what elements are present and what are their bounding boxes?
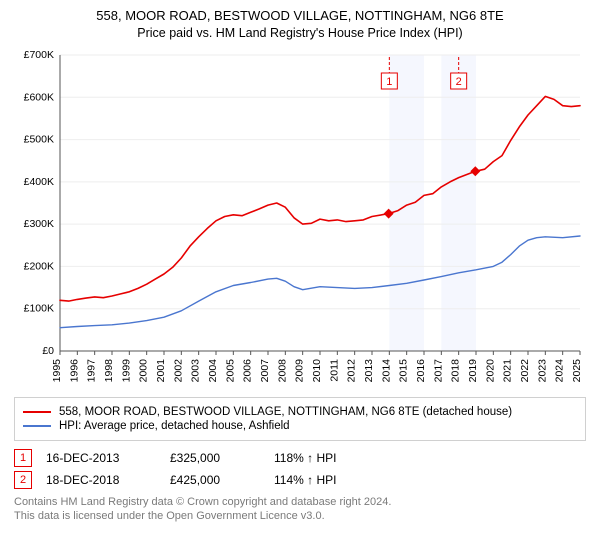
chart-title: 558, MOOR ROAD, BESTWOOD VILLAGE, NOTTIN… bbox=[12, 8, 588, 25]
chart-area: £0 £100K £200K £300K £400K £500K £600K £700K 199… bbox=[12, 49, 588, 389]
x-tick-label: 2018 bbox=[450, 359, 462, 383]
title-block: 558, MOOR ROAD, BESTWOOD VILLAGE, NOTTIN… bbox=[12, 8, 588, 41]
marker-label-text: 2 bbox=[456, 76, 462, 88]
transaction-id-box: 2 bbox=[14, 471, 32, 489]
x-tick-label: 2002 bbox=[172, 359, 184, 383]
x-tick-label: 2004 bbox=[207, 359, 219, 383]
x-tick-label: 2022 bbox=[519, 359, 531, 383]
x-tick-label: 2009 bbox=[294, 359, 306, 383]
transaction-hpi: 114% ↑ HPI bbox=[274, 473, 336, 487]
x-tick-label: 1996 bbox=[68, 359, 80, 383]
legend-label: 558, MOOR ROAD, BESTWOOD VILLAGE, NOTTIN… bbox=[59, 406, 512, 418]
transaction-row: 1 16-DEC-2013 £325,000 118% ↑ HPI bbox=[14, 449, 586, 467]
legend-label: HPI: Average price, detached house, Ashf… bbox=[59, 420, 290, 432]
x-tick-label: 2017 bbox=[432, 359, 444, 383]
footer-attribution: Contains HM Land Registry data © Crown c… bbox=[14, 495, 586, 524]
x-tick-label: 2014 bbox=[380, 359, 392, 383]
chart-subtitle: Price paid vs. HM Land Registry's House … bbox=[12, 25, 588, 41]
legend-box: 558, MOOR ROAD, BESTWOOD VILLAGE, NOTTIN… bbox=[14, 397, 586, 441]
legend-swatch bbox=[23, 425, 51, 427]
footer-line-2: This data is licensed under the Open Gov… bbox=[14, 509, 586, 523]
x-tick-label: 2011 bbox=[328, 359, 340, 382]
chart-container: 558, MOOR ROAD, BESTWOOD VILLAGE, NOTTIN… bbox=[0, 0, 600, 530]
transaction-row: 2 18-DEC-2018 £425,000 114% ↑ HPI bbox=[14, 471, 586, 489]
x-tick-label: 1995 bbox=[51, 359, 63, 383]
y-tick-label: £700K bbox=[24, 49, 54, 61]
y-tick-label: £600K bbox=[24, 91, 54, 103]
x-tick-label: 2007 bbox=[259, 359, 271, 383]
line-chart-svg: £0 £100K £200K £300K £400K £500K £600K £700K 199… bbox=[12, 49, 588, 389]
y-tick-label: £100K bbox=[24, 303, 54, 315]
x-tick-label: 2001 bbox=[155, 359, 167, 383]
x-tick-label: 2010 bbox=[311, 359, 323, 383]
y-tick-label: £300K bbox=[24, 218, 54, 230]
x-tick-label: 1997 bbox=[86, 359, 98, 383]
transaction-price: £325,000 bbox=[170, 451, 260, 465]
y-tick-label: £400K bbox=[24, 176, 54, 188]
legend-row: 558, MOOR ROAD, BESTWOOD VILLAGE, NOTTIN… bbox=[23, 406, 577, 418]
x-tick-label: 2012 bbox=[346, 359, 358, 383]
x-tick-label: 2000 bbox=[138, 359, 150, 383]
marker-label-text: 1 bbox=[386, 76, 392, 88]
transaction-hpi: 118% ↑ HPI bbox=[274, 451, 336, 465]
x-tick-label: 2015 bbox=[398, 359, 410, 383]
x-tick-label: 1998 bbox=[103, 359, 115, 383]
x-tick-label: 2006 bbox=[242, 359, 254, 383]
x-tick-label: 2025 bbox=[571, 359, 583, 383]
transaction-id-box: 1 bbox=[14, 449, 32, 467]
shade-band bbox=[441, 55, 476, 351]
series-price_paid bbox=[60, 97, 580, 302]
x-tick-label: 2021 bbox=[502, 359, 514, 383]
x-tick-label: 2008 bbox=[276, 359, 288, 383]
transaction-date: 16-DEC-2013 bbox=[46, 451, 156, 465]
x-tick-label: 2003 bbox=[190, 359, 202, 383]
x-tick-label: 2024 bbox=[554, 359, 566, 383]
x-tick-label: 2005 bbox=[224, 359, 236, 383]
shade-band bbox=[389, 55, 424, 351]
y-tick-label: £0 bbox=[42, 345, 54, 357]
legend-row: HPI: Average price, detached house, Ashf… bbox=[23, 420, 577, 432]
x-tick-label: 2019 bbox=[467, 359, 479, 383]
x-tick-label: 2023 bbox=[536, 359, 548, 383]
footer-line-1: Contains HM Land Registry data © Crown c… bbox=[14, 495, 586, 509]
y-tick-label: £200K bbox=[24, 261, 54, 273]
transaction-date: 18-DEC-2018 bbox=[46, 473, 156, 487]
x-tick-label: 2020 bbox=[484, 359, 496, 383]
x-tick-label: 2013 bbox=[363, 359, 375, 383]
legend-swatch bbox=[23, 411, 51, 413]
transaction-list: 1 16-DEC-2013 £325,000 118% ↑ HPI 2 18-DEC-20… bbox=[14, 449, 586, 489]
y-tick-label: £500K bbox=[24, 134, 54, 146]
transaction-price: £425,000 bbox=[170, 473, 260, 487]
x-tick-label: 1999 bbox=[120, 359, 132, 383]
x-tick-label: 2016 bbox=[415, 359, 427, 383]
series-hpi bbox=[60, 236, 580, 328]
